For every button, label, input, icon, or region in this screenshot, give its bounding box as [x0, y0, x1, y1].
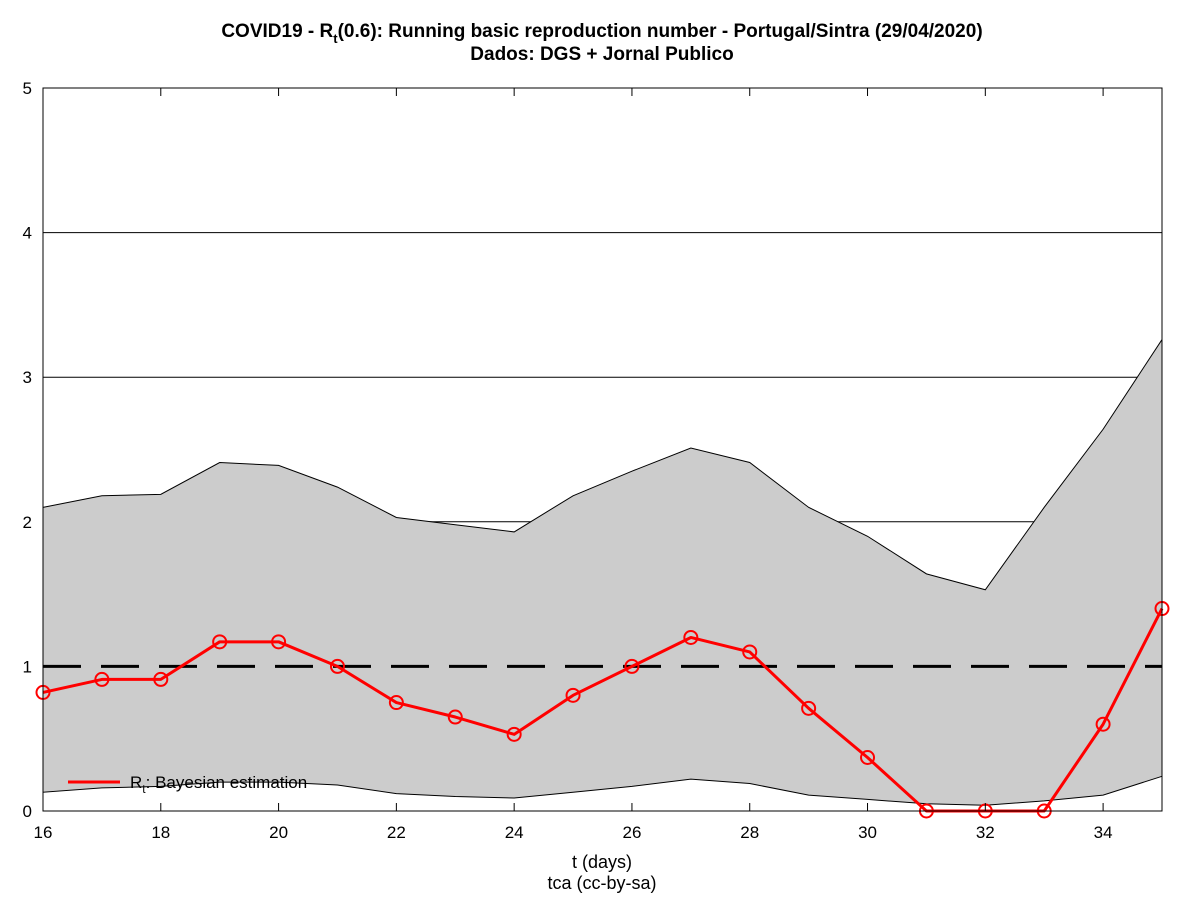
- rt-point: [624, 658, 640, 674]
- y-tick-label: 0: [23, 802, 32, 821]
- rt-point: [447, 709, 463, 725]
- rt-point: [388, 695, 404, 711]
- x-tick-label: 32: [976, 823, 995, 842]
- rt-point: [683, 629, 699, 645]
- rt-point: [153, 671, 169, 687]
- rt-point: [329, 658, 345, 674]
- y-tick-label: 2: [23, 513, 32, 532]
- confidence-band: [42, 337, 1163, 806]
- y-tick-label: 4: [23, 224, 32, 243]
- x-tick-label: 30: [858, 823, 877, 842]
- rt-point: [801, 700, 817, 716]
- x-tick-label: 26: [622, 823, 641, 842]
- rt-point: [271, 634, 287, 650]
- x-tick-label: 20: [269, 823, 288, 842]
- credit-label: tca (cc-by-sa): [547, 873, 656, 893]
- rt-point: [506, 726, 522, 742]
- rt-point: [742, 644, 758, 660]
- x-tick-label: 24: [505, 823, 524, 842]
- y-tick-label: 1: [23, 657, 32, 676]
- rt-point: [565, 687, 581, 703]
- rt-point: [1095, 716, 1111, 732]
- x-tick-label: 16: [34, 823, 53, 842]
- rt-point: [212, 634, 228, 650]
- chart-subtitle: Dados: DGS + Jornal Publico: [470, 44, 733, 65]
- legend-label: Rt: Bayesian estimation: [130, 773, 307, 796]
- y-tick-label: 3: [23, 368, 32, 387]
- x-axis-label: t (days): [572, 852, 632, 872]
- x-tick-label: 22: [387, 823, 406, 842]
- x-tick-label: 34: [1094, 823, 1113, 842]
- x-tick-label: 28: [740, 823, 759, 842]
- legend: Rt: Bayesian estimation: [68, 773, 307, 796]
- y-tick-label: 5: [23, 79, 32, 98]
- x-tick-label: 18: [151, 823, 170, 842]
- chart-title: COVID19 - Rt(0.6): Running basic reprodu…: [221, 21, 982, 46]
- plot-frame: [42, 87, 1163, 812]
- rt-point: [94, 671, 110, 687]
- rt-point: [860, 749, 876, 765]
